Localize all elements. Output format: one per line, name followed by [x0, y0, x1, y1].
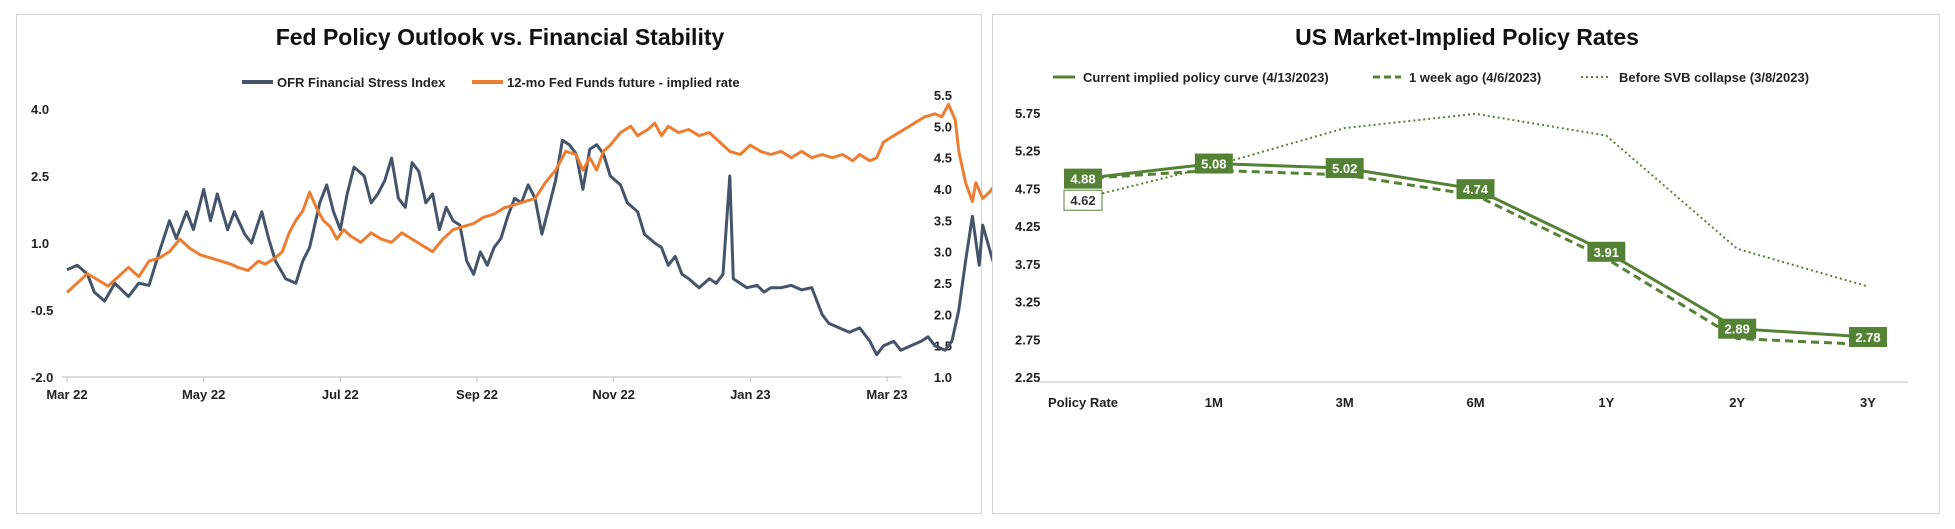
plot-area [65, 102, 1039, 357]
x-tick-label: 1M [1205, 395, 1223, 410]
data-label-current: 5.02 [1325, 158, 1364, 179]
y-right-tick-label: 5.5 [934, 88, 952, 103]
series-line-before-svb [1082, 112, 1869, 288]
y-right-tick-label: 5.0 [934, 119, 952, 134]
data-label-box [1718, 318, 1757, 339]
y-right-tick-label: 1.0 [934, 370, 952, 385]
x-tick-label: 1Y [1598, 395, 1614, 410]
y-left-tick-label: -2.0 [31, 370, 53, 385]
y-right-tick-label: 4.0 [934, 182, 952, 197]
data-label-text: 2.89 [1725, 322, 1750, 337]
data-label-current: 2.89 [1718, 318, 1757, 339]
x-tick-label: Sep 22 [456, 387, 498, 402]
legend-label-week-ago: 1 week ago (4/6/2023) [1409, 70, 1541, 85]
chart-title: Fed Policy Outlook vs. Financial Stabili… [276, 24, 725, 50]
data-label-text: 5.08 [1201, 157, 1226, 172]
data-label-box [1587, 241, 1626, 262]
policy-rates-chart-panel: US Market-Implied Policy Rates Current i… [992, 14, 1940, 514]
legend-label-ofr: OFR Financial Stress Index [277, 75, 446, 90]
y-right-tick-label: 2.0 [934, 307, 952, 322]
data-label-box [1063, 189, 1103, 211]
fed-policy-chart: Fed Policy Outlook vs. Financial Stabili… [31, 24, 1039, 402]
x-tick-label: Nov 22 [592, 387, 635, 402]
data-label-box [1194, 153, 1233, 174]
x-tick-label: 3Y [1860, 395, 1876, 410]
data-label-current: 5.08 [1194, 153, 1233, 174]
y-left-tick-label: 2.5 [31, 169, 49, 184]
y-right-tick-label: 1.5 [934, 339, 952, 354]
x-tick-label: 2Y [1729, 395, 1745, 410]
x-tick-label: Mar 22 [46, 387, 87, 402]
data-label-box [1325, 158, 1364, 179]
y-tick-label: 3.75 [1015, 257, 1040, 272]
data-label-current: 4.88 [1064, 168, 1102, 189]
data-label-text: 4.62 [1070, 193, 1095, 208]
y-left-tick-label: 1.0 [31, 236, 49, 251]
data-label-text: 4.88 [1070, 172, 1095, 187]
axes: Mar 22 May 22 Jul 22 Sep 22 Nov 22 Jan 23 Mar … [31, 88, 952, 402]
data-label-current: 4.74 [1456, 179, 1495, 200]
y-tick-label: 2.75 [1015, 332, 1040, 347]
y-tick-label: 5.25 [1015, 144, 1040, 159]
y-tick-label: 3.25 [1015, 295, 1040, 310]
data-label-text: 3.91 [1594, 245, 1619, 260]
y-tick-label: 5.75 [1015, 106, 1040, 121]
y-left-tick-label: 4.0 [31, 102, 49, 117]
x-tick-label: 6M [1466, 395, 1484, 410]
y-tick-label: 4.75 [1015, 181, 1040, 196]
legend-label-fed-funds: 12-mo Fed Funds future - implied rate [507, 75, 740, 90]
data-label-box [1064, 168, 1102, 189]
y-left-tick-label: -0.5 [31, 303, 53, 318]
x-tick-label: 3M [1336, 395, 1354, 410]
plot-area: 4.88 5.08 5.02 4.74 3.91 2.89 2.78 4.62 [1063, 112, 1887, 348]
legend-label-before-svb: Before SVB collapse (3/8/2023) [1619, 70, 1809, 85]
y-right-tick-label: 2.5 [934, 276, 952, 291]
data-label-current: 3.91 [1587, 241, 1626, 262]
data-label-before-svb: 4.62 [1063, 189, 1103, 211]
x-tick-label: Jul 22 [322, 387, 359, 402]
y-right-tick-label: 3.5 [934, 213, 952, 228]
y-right-tick-label: 3.0 [934, 245, 952, 260]
x-tick-label: May 22 [182, 387, 225, 402]
data-label-text: 5.02 [1332, 161, 1357, 176]
data-label-current: 2.78 [1849, 327, 1887, 348]
data-label-box [1456, 179, 1495, 200]
y-tick-label: 2.25 [1015, 370, 1040, 385]
chart-title: US Market-Implied Policy Rates [1295, 24, 1639, 50]
fed-policy-chart-panel: Fed Policy Outlook vs. Financial Stabili… [16, 14, 1039, 514]
legend: Current implied policy curve (4/13/2023)… [1053, 70, 1809, 85]
series-line-ofr-stress-index [66, 138, 1036, 357]
x-tick-label: Mar 23 [866, 387, 907, 402]
data-label-box [1849, 327, 1887, 348]
x-tick-label: Policy Rate [1048, 395, 1118, 410]
data-label-text: 2.78 [1855, 330, 1880, 345]
legend: OFR Financial Stress Index 12-mo Fed Fun… [242, 75, 740, 90]
x-tick-label: Jan 23 [730, 387, 770, 402]
legend-label-current: Current implied policy curve (4/13/2023) [1083, 70, 1329, 85]
y-tick-label: 4.25 [1015, 219, 1040, 234]
series-line-fed-funds-implied-rate [65, 102, 1039, 294]
policy-rates-chart: US Market-Implied Policy Rates Current i… [1015, 24, 1908, 410]
data-label-text: 4.74 [1463, 182, 1489, 197]
axes: Policy Rate 1M 3M 6M 1Y 2Y 3Y 5.75 5.25 4.75 4.25 3… [1015, 106, 1908, 410]
y-right-tick-label: 4.5 [934, 151, 952, 166]
